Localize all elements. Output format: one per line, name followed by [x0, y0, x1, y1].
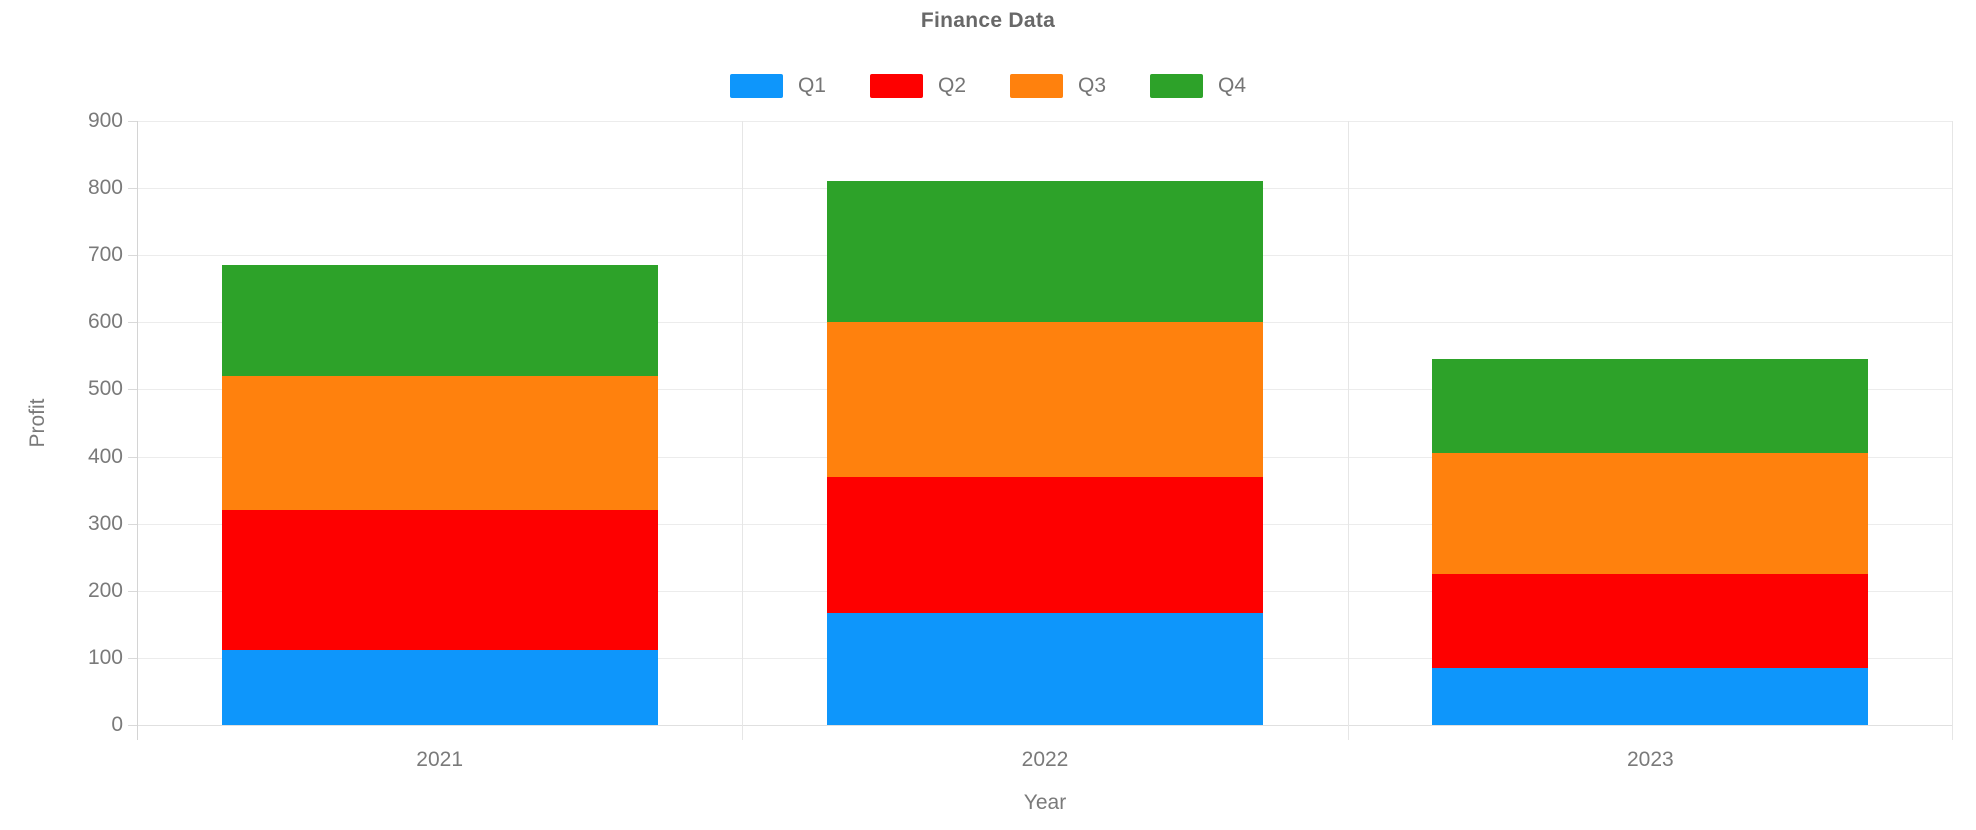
y-tick-mark-800: [128, 188, 137, 190]
y-gridline-900: [137, 121, 1953, 122]
y-tick-mark-900: [128, 121, 137, 122]
y-tick-mark-100: [128, 657, 137, 659]
y-tick-mark-600: [128, 322, 137, 324]
y-tick-label-700: 700: [87, 243, 123, 267]
y-axis-title: Profit: [26, 398, 49, 448]
bar-2023-q4-segment[interactable]: [1432, 359, 1869, 454]
x-separator-3: [1952, 121, 1953, 740]
y-tick-mark-700: [128, 255, 137, 257]
bar-2022-q2-segment[interactable]: [827, 476, 1263, 613]
legend: Q1 Q2 Q3 Q4: [0, 74, 1976, 98]
bar-2022-q4-segment[interactable]: [827, 181, 1263, 323]
y-tick-label-0: 0: [111, 713, 123, 736]
x-separator-1: [742, 121, 744, 740]
bar-2022-q3-segment[interactable]: [827, 322, 1263, 477]
y-tick-label-100: 100: [87, 645, 123, 669]
x-axis-title: Year: [1023, 791, 1067, 814]
y-tick-label-900: 900: [87, 109, 123, 132]
legend-item-q2[interactable]: Q2: [869, 74, 966, 98]
bar-2021-q4-segment[interactable]: [221, 265, 658, 376]
y-tick-label-800: 800: [87, 176, 123, 200]
bar-2022-q1-segment[interactable]: [827, 612, 1263, 725]
y-tick-label-200: 200: [87, 578, 123, 602]
x-tick-label-2022: 2022: [1021, 748, 1069, 771]
y-tick-mark-200: [128, 590, 137, 592]
chart-title: Finance Data: [920, 9, 1056, 32]
bar-2021-q1-segment[interactable]: [221, 649, 658, 725]
legend-swatch-q3: [1010, 74, 1063, 98]
y-axis-line: [137, 121, 138, 740]
legend-label-q4: Q4: [1218, 74, 1247, 97]
legend-item-q3[interactable]: Q3: [1010, 74, 1106, 98]
y-tick-label-300: 300: [87, 511, 123, 535]
bar-2023-q1-segment[interactable]: [1432, 667, 1869, 725]
bar-2021-q2-segment[interactable]: [221, 510, 658, 650]
y-tick-label-500: 500: [87, 377, 123, 401]
plot-area: [128, 121, 1953, 740]
x-tick-label-2021: 2021: [416, 748, 464, 771]
bar-2023-q3-segment[interactable]: [1432, 453, 1869, 574]
y-tick-mark-500: [128, 389, 137, 391]
x-tick-label-2023: 2023: [1626, 748, 1674, 771]
y-gridline-0: [137, 725, 1953, 726]
legend-swatch-q2: [869, 74, 923, 98]
legend-label-q3: Q3: [1078, 74, 1107, 97]
legend-label-q1: Q1: [797, 74, 826, 97]
bar-2023-q2-segment[interactable]: [1432, 574, 1869, 668]
bar-2021-q3-segment[interactable]: [221, 376, 658, 511]
y-tick-mark-400: [128, 456, 137, 458]
y-tick-mark-300: [128, 523, 137, 525]
legend-swatch-q1: [729, 74, 783, 98]
legend-item-q4[interactable]: Q4: [1150, 74, 1246, 98]
legend-label-q2: Q2: [937, 74, 966, 97]
y-tick-mark-0: [128, 725, 137, 726]
y-tick-label-400: 400: [87, 444, 123, 468]
legend-item-q1[interactable]: Q1: [729, 74, 826, 98]
y-tick-label-600: 600: [87, 310, 123, 334]
x-separator-2: [1347, 121, 1349, 740]
legend-swatch-q4: [1150, 74, 1204, 98]
